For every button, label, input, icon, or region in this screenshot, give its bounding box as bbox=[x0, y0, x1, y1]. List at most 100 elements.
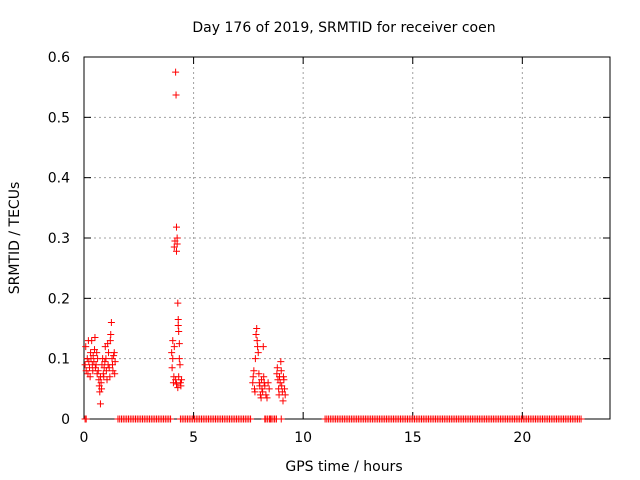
data-point bbox=[169, 337, 177, 345]
data-point bbox=[106, 337, 114, 345]
data-point bbox=[172, 376, 180, 384]
data-point bbox=[82, 343, 90, 351]
data-point bbox=[89, 352, 97, 360]
y-tick-label: 0.2 bbox=[48, 291, 70, 307]
data-point bbox=[82, 415, 90, 423]
data-point bbox=[277, 367, 285, 375]
data-point bbox=[98, 385, 106, 393]
data-point bbox=[108, 355, 116, 363]
y-tick-label: 0.5 bbox=[48, 110, 70, 126]
plot-frame bbox=[83, 56, 611, 420]
data-point bbox=[247, 415, 255, 423]
data-point bbox=[93, 349, 101, 357]
y-tick-labels: 0 0.1 0.2 0.3 0.4 0.5 0.6 bbox=[48, 50, 70, 428]
data-point bbox=[102, 367, 110, 375]
data-points bbox=[81, 68, 585, 423]
data-point bbox=[172, 91, 180, 99]
data-point bbox=[178, 376, 186, 384]
data-point bbox=[91, 334, 99, 342]
data-point bbox=[252, 331, 260, 339]
data-point bbox=[263, 394, 271, 402]
x-tick-label: 10 bbox=[294, 430, 312, 446]
data-point bbox=[97, 379, 105, 387]
data-point bbox=[92, 361, 100, 369]
y-tick-label: 0 bbox=[61, 412, 70, 428]
data-point bbox=[102, 355, 110, 363]
data-point bbox=[174, 321, 182, 329]
data-point bbox=[279, 397, 287, 405]
data-point bbox=[278, 382, 286, 390]
data-point bbox=[91, 364, 99, 372]
data-point bbox=[168, 364, 176, 372]
data-point bbox=[107, 318, 115, 326]
y-tick-label: 0.6 bbox=[48, 50, 70, 66]
data-point bbox=[110, 349, 118, 357]
data-point bbox=[172, 247, 180, 255]
data-point bbox=[111, 370, 119, 378]
x-tick-label: 0 bbox=[80, 430, 89, 446]
data-point bbox=[272, 415, 280, 423]
data-point bbox=[94, 367, 102, 375]
data-point bbox=[255, 370, 263, 378]
data-point bbox=[265, 385, 273, 393]
x-tick-labels: 0 5 10 15 20 bbox=[80, 430, 532, 446]
data-point bbox=[175, 328, 183, 336]
data-point bbox=[109, 367, 117, 375]
data-point bbox=[169, 355, 177, 363]
data-point bbox=[111, 358, 119, 366]
y-axis-label: SRMTID / TECUs bbox=[7, 182, 23, 295]
data-point bbox=[168, 349, 176, 357]
x-tick-label: 20 bbox=[513, 430, 531, 446]
data-point bbox=[100, 373, 108, 381]
data-point bbox=[170, 243, 178, 251]
data-point bbox=[264, 379, 272, 387]
data-point bbox=[250, 367, 258, 375]
data-point bbox=[277, 358, 285, 366]
data-point bbox=[251, 388, 259, 396]
data-point bbox=[174, 299, 182, 307]
data-point bbox=[259, 388, 267, 396]
data-point bbox=[257, 394, 265, 402]
data-point bbox=[93, 370, 101, 378]
data-point bbox=[172, 223, 180, 231]
data-point bbox=[177, 382, 185, 390]
data-point bbox=[103, 376, 111, 384]
chart-title: Day 176 of 2019, SRMTID for receiver coe… bbox=[192, 20, 495, 36]
data-point bbox=[170, 343, 178, 351]
data-point bbox=[96, 388, 104, 396]
data-point bbox=[281, 391, 289, 399]
data-point bbox=[172, 380, 180, 388]
data-point bbox=[107, 331, 115, 339]
data-point bbox=[280, 376, 288, 384]
data-point bbox=[258, 385, 266, 393]
data-point bbox=[276, 379, 284, 387]
data-point bbox=[275, 391, 283, 399]
data-point bbox=[85, 364, 93, 372]
data-point bbox=[281, 385, 289, 393]
data-point bbox=[173, 234, 181, 242]
data-point bbox=[259, 343, 267, 351]
data-point bbox=[105, 364, 113, 372]
grid-lines bbox=[84, 57, 610, 419]
x-axis-label: GPS time / hours bbox=[285, 459, 402, 475]
data-point bbox=[251, 355, 259, 363]
data-point bbox=[176, 361, 184, 369]
data-point bbox=[88, 337, 96, 345]
y-tick-label: 0.1 bbox=[48, 352, 70, 368]
data-point bbox=[172, 68, 180, 76]
axis-ticks bbox=[83, 56, 610, 420]
y-tick-label: 0.3 bbox=[48, 231, 70, 247]
data-point bbox=[577, 415, 585, 423]
data-point bbox=[249, 379, 257, 387]
data-point bbox=[174, 384, 182, 392]
x-tick-label: 15 bbox=[404, 430, 422, 446]
data-point bbox=[275, 385, 283, 393]
data-point bbox=[110, 352, 118, 360]
data-point bbox=[175, 373, 183, 381]
y-tick-label: 0.4 bbox=[48, 171, 70, 187]
data-point bbox=[86, 373, 94, 381]
data-point bbox=[101, 358, 109, 366]
data-point bbox=[253, 325, 261, 332]
data-point bbox=[173, 240, 181, 248]
